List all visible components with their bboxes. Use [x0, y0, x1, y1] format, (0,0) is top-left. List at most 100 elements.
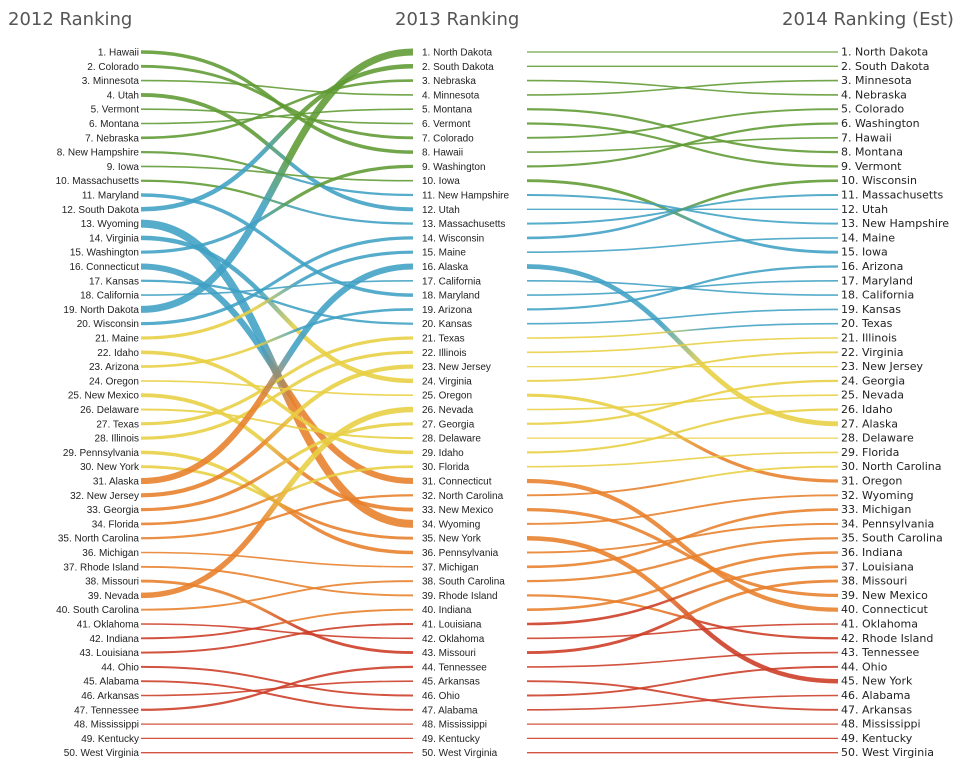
- label-2013-rank-32: 32. North Carolina: [422, 491, 504, 502]
- label-2012-rank-34: 34. Florida: [92, 519, 140, 530]
- header-2014: 2014 Ranking (Est): [782, 9, 954, 30]
- label-2013-rank-3: 3. Nebraska: [422, 76, 476, 87]
- label-2014-rank-19: 19. Kansas: [841, 303, 901, 316]
- label-2013-rank-30: 30. Florida: [422, 462, 470, 473]
- flow-12-13-wisconsin: [140, 236, 414, 326]
- label-2012-rank-43: 43. Louisiana: [80, 648, 140, 659]
- flow-13-14-new-york: [526, 535, 839, 684]
- label-2013-rank-9: 9. Washington: [422, 162, 486, 173]
- flow-13-14-wisconsin: [526, 179, 839, 240]
- label-2013-rank-44: 44. Tennessee: [422, 662, 487, 673]
- label-2013-rank-31: 31. Connecticut: [422, 477, 492, 488]
- label-2012-rank-10: 10. Massachusetts: [56, 176, 139, 187]
- label-2014-rank-17: 17. Maryland: [841, 274, 913, 287]
- flow-12-13-kansas: [140, 279, 414, 325]
- label-2013-rank-2: 2. South Dakota: [422, 62, 494, 73]
- label-2012-rank-13: 13. Wyoming: [81, 219, 139, 230]
- label-2012-rank-21: 21. Maine: [95, 334, 139, 345]
- label-2013-rank-34: 34. Wyoming: [422, 519, 480, 530]
- flow-13-14-missouri: [526, 579, 839, 655]
- label-2014-rank-40: 40. Connecticut: [841, 603, 929, 616]
- label-2012-rank-32: 32. New Jersey: [70, 491, 139, 502]
- flow-13-14-illinois: [526, 337, 839, 354]
- flow-13-14-tennessee: [526, 651, 839, 668]
- label-2014-rank-46: 46. Alabama: [841, 689, 911, 702]
- flow-13-14-colorado: [526, 108, 839, 139]
- label-2013-rank-43: 43. Missouri: [422, 648, 476, 659]
- flow-13-14-montana: [526, 108, 839, 154]
- label-2014-rank-22: 22. Virginia: [841, 346, 903, 359]
- label-2014-rank-24: 24. Georgia: [841, 374, 905, 387]
- label-2012-rank-39: 39. Nevada: [88, 591, 140, 602]
- flow-12-13-oklahoma: [140, 623, 414, 640]
- flow-13-14-minnesota: [526, 79, 839, 96]
- label-2013-rank-21: 21. Texas: [422, 334, 465, 345]
- label-2013-rank-28: 28. Delaware: [422, 434, 481, 445]
- label-2014-rank-48: 48. Mississippi: [841, 718, 921, 731]
- flow-12-13-utah: [140, 92, 414, 212]
- label-2012-rank-33: 33. Georgia: [87, 505, 140, 516]
- label-2014-rank-1: 1. North Dakota: [841, 46, 928, 59]
- flow-12-13-alaska: [140, 263, 414, 485]
- label-2013-rank-1: 1. North Dakota: [422, 48, 492, 59]
- label-2013-rank-5: 5. Montana: [422, 105, 472, 116]
- label-2014-rank-16: 16. Arizona: [841, 260, 903, 273]
- label-2014-rank-5: 5. Colorado: [841, 103, 904, 116]
- header-2012: 2012 Ranking: [8, 9, 132, 30]
- flow-12-13-arizona: [140, 308, 414, 368]
- label-2013-rank-18: 18. Maryland: [422, 291, 480, 302]
- label-2014-rank-15: 15. Iowa: [841, 246, 888, 259]
- label-2012-rank-20: 20. Wisconsin: [77, 319, 139, 330]
- label-2014-rank-20: 20. Texas: [841, 317, 893, 330]
- label-2012-rank-7: 7. Nebraska: [85, 133, 139, 144]
- label-2013-rank-15: 15. Maine: [422, 248, 466, 259]
- label-2013-rank-46: 46. Ohio: [422, 691, 460, 702]
- flow-12-13-michigan: [140, 551, 414, 568]
- label-2014-rank-35: 35. South Carolina: [841, 532, 943, 545]
- flow-12-13-new-jersey: [140, 364, 414, 498]
- flow-12-13-virginia: [140, 235, 414, 384]
- label-2014-rank-37: 37. Louisiana: [841, 560, 914, 573]
- flow-13-14-arkansas: [526, 680, 839, 711]
- label-2014-rank-30: 30. North Carolina: [841, 460, 942, 473]
- flow-12-13-tennessee: [140, 665, 414, 711]
- flow-12-13-north-dakota: [140, 48, 414, 313]
- label-2012-rank-11: 11. Maryland: [82, 191, 139, 202]
- flow-12-13-minnesota: [140, 79, 414, 96]
- label-2013-rank-14: 14. Wisconsin: [422, 233, 484, 244]
- label-2014-rank-12: 12. Utah: [841, 203, 888, 216]
- flow-13-14-georgia: [526, 379, 839, 425]
- label-2012-rank-47: 47. Tennessee: [74, 705, 139, 716]
- label-2013-rank-29: 29. Idaho: [422, 448, 464, 459]
- label-2014-rank-10: 10. Wisconsin: [841, 174, 917, 187]
- label-2012-rank-22: 22. Idaho: [97, 348, 139, 359]
- label-2014-rank-27: 27. Alaska: [841, 417, 898, 430]
- label-2013-rank-16: 16. Alaska: [422, 262, 469, 273]
- label-2012-rank-17: 17. Kansas: [89, 276, 139, 287]
- label-2013-rank-35: 35. New York: [422, 534, 482, 545]
- flow-12-13-missouri: [140, 579, 414, 655]
- label-2012-rank-42: 42. Indiana: [90, 634, 140, 645]
- label-2012-rank-36: 36. Michigan: [82, 548, 139, 559]
- label-2014-rank-38: 38. Missouri: [841, 575, 907, 588]
- label-2014-rank-50: 50. West Virginia: [841, 746, 934, 759]
- label-2014-rank-2: 2. South Dakota: [841, 60, 929, 73]
- label-2014-rank-23: 23. New Jersey: [841, 360, 924, 373]
- label-2013-rank-17: 17. California: [422, 276, 481, 287]
- flow-13-14-texas: [526, 322, 839, 339]
- label-2013-rank-25: 25. Oregon: [422, 391, 472, 402]
- label-2012-rank-9: 9. Iowa: [107, 162, 140, 173]
- flow-12-13-north-carolina: [140, 494, 414, 540]
- flow-13-14-south-carolina: [526, 537, 839, 583]
- label-2012-rank-48: 48. Mississippi: [74, 720, 139, 731]
- flow-13-14-wyoming: [526, 494, 839, 525]
- flow-12-13-delaware: [140, 408, 414, 440]
- label-2012-rank-50: 50. West Virginia: [64, 748, 140, 759]
- label-2014-rank-49: 49. Kentucky: [841, 732, 913, 745]
- label-2012-rank-28: 28. Illinois: [95, 434, 139, 445]
- flows-2013-2014: [526, 51, 839, 754]
- label-2012-rank-29: 29. Pennsylvania: [63, 448, 140, 459]
- label-2013-rank-39: 39. Rhode Island: [422, 591, 498, 602]
- flow-13-14-new-mexico: [526, 507, 839, 598]
- flow-12-13-ohio: [140, 665, 414, 697]
